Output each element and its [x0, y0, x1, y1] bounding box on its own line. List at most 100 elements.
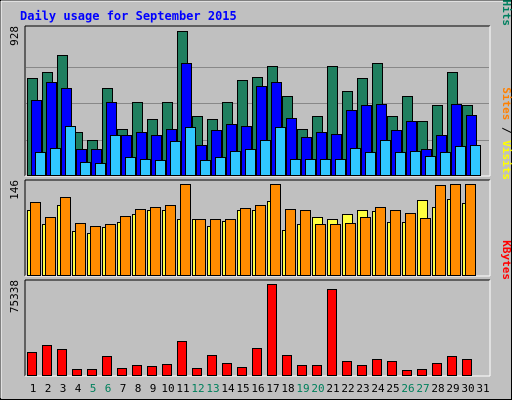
bar-pages-day-10: [170, 141, 181, 176]
series-pages: [35, 126, 481, 176]
bar-sites-day-5: [90, 226, 101, 276]
bar-pages-day-27: [425, 156, 436, 176]
bar-kbytes-day-20: [312, 365, 322, 376]
bar-pages-day-24: [380, 140, 391, 176]
bar-pages-day-9: [155, 160, 166, 176]
bar-pages-day-15: [245, 149, 256, 176]
bar-kbytes-day-12: [192, 368, 202, 376]
bar-kbytes-day-24: [372, 359, 382, 376]
bar-pages-day-13: [215, 157, 226, 176]
bar-sites-day-4: [75, 223, 86, 276]
y-axis-max-label: 928: [8, 26, 21, 46]
bar-sites-day-6: [105, 224, 116, 276]
bar-sites-day-7: [120, 216, 131, 276]
chart-panels: 928 Pages / Files / Hits 146 Sites / Visits…: [8, 0, 512, 377]
x-tick-label-3: 3: [60, 382, 67, 395]
x-tick-label-28: 28: [431, 382, 444, 395]
bar-sites-day-27: [420, 218, 431, 276]
bar-kbytes-day-14: [222, 363, 232, 376]
x-tick-label-7: 7: [120, 382, 127, 395]
x-tick-label-22: 22: [341, 382, 354, 395]
bar-pages-day-29: [455, 146, 466, 176]
bar-kbytes-day-15: [237, 367, 247, 376]
bar-kbytes-day-18: [282, 355, 292, 376]
bar-pages-day-1: [35, 152, 46, 176]
x-tick-label-5: 5: [90, 382, 97, 395]
bar-pages-day-20: [320, 159, 331, 176]
bar-sites-day-25: [390, 210, 401, 276]
bar-sites-day-16: [255, 205, 266, 276]
bar-pages-day-16: [260, 140, 271, 176]
vertical-legend: Sites / Visits: [500, 87, 512, 180]
bar-kbytes-day-16: [252, 348, 262, 376]
series-sites: [30, 184, 476, 276]
bar-pages-day-12: [200, 160, 211, 176]
bar-sites-day-9: [150, 207, 161, 276]
x-tick-label-10: 10: [161, 382, 174, 395]
bar-pages-day-23: [365, 152, 376, 176]
bar-pages-day-22: [350, 148, 361, 176]
bar-pages-day-30: [470, 145, 481, 176]
bar-sites-day-19: [300, 210, 311, 276]
bar-sites-day-24: [375, 207, 386, 276]
bar-kbytes-day-4: [72, 369, 82, 376]
bar-kbytes-day-7: [117, 368, 127, 376]
bar-sites-day-1: [30, 202, 41, 276]
bar-sites-day-26: [405, 213, 416, 276]
bar-kbytes-day-26: [402, 370, 412, 376]
legend-entry: Visits: [500, 140, 512, 180]
bar-sites-day-11: [180, 184, 191, 276]
bar-kbytes-day-27: [417, 369, 427, 376]
bar-sites-day-14: [225, 219, 236, 276]
bar-kbytes-day-1: [27, 352, 37, 376]
x-tick-label-13: 13: [206, 382, 219, 395]
panel-kbytes: 75338 KBytes: [8, 240, 512, 377]
bar-sites-day-13: [210, 219, 221, 276]
x-tick-label-24: 24: [371, 382, 385, 395]
bar-sites-day-28: [435, 185, 446, 276]
bar-pages-day-25: [395, 152, 406, 176]
bar-kbytes-day-28: [432, 363, 442, 376]
bar-sites-day-22: [345, 223, 356, 276]
x-tick-label-12: 12: [191, 382, 204, 395]
x-tick-label-25: 25: [386, 382, 399, 395]
bar-kbytes-day-29: [447, 356, 457, 376]
bar-kbytes-day-10: [162, 364, 172, 376]
bar-pages-day-28: [440, 152, 451, 176]
bar-kbytes-day-13: [207, 355, 217, 376]
bar-kbytes-day-25: [387, 361, 397, 376]
bar-sites-day-23: [360, 217, 371, 276]
x-tick-label-6: 6: [105, 382, 112, 395]
vertical-legend: Pages / Files / Hits: [500, 0, 512, 26]
x-tick-label-18: 18: [281, 382, 294, 395]
x-tick-label-31: 31: [476, 382, 489, 395]
x-tick-label-17: 17: [266, 382, 279, 395]
bar-kbytes-day-5: [87, 369, 97, 376]
chart-title: Daily usage for September 2015: [20, 9, 237, 23]
bar-sites-day-2: [45, 217, 56, 276]
bar-kbytes-day-11: [177, 341, 187, 376]
x-tick-label-29: 29: [446, 382, 459, 395]
bar-kbytes-day-8: [132, 365, 142, 376]
x-tick-label-16: 16: [251, 382, 264, 395]
x-tick-label-11: 11: [176, 382, 189, 395]
bar-pages-day-11: [185, 127, 196, 176]
x-axis-labels: 1 2 3 4 5 6 7 8 9 10 11 12 13 14 15 16 17 18 19 20 21 22 23 24 2…: [30, 382, 490, 395]
x-tick-label-15: 15: [236, 382, 249, 395]
bar-pages-day-26: [410, 151, 421, 176]
panel-visits: 146 Sites / Visits: [8, 87, 512, 277]
bar-kbytes-day-22: [342, 361, 352, 376]
bar-sites-day-10: [165, 205, 176, 276]
x-tick-label-27: 27: [416, 382, 429, 395]
bar-kbytes-day-2: [42, 345, 52, 376]
x-tick-label-8: 8: [135, 382, 142, 395]
bar-sites-day-12: [195, 219, 206, 276]
bar-pages-day-17: [275, 127, 286, 176]
legend-entry: KBytes: [500, 240, 512, 280]
bar-sites-day-3: [60, 197, 71, 276]
x-tick-label-1: 1: [30, 382, 37, 395]
x-tick-label-4: 4: [75, 382, 82, 395]
bar-kbytes-day-17: [267, 284, 277, 376]
bar-pages-day-18: [290, 159, 301, 176]
